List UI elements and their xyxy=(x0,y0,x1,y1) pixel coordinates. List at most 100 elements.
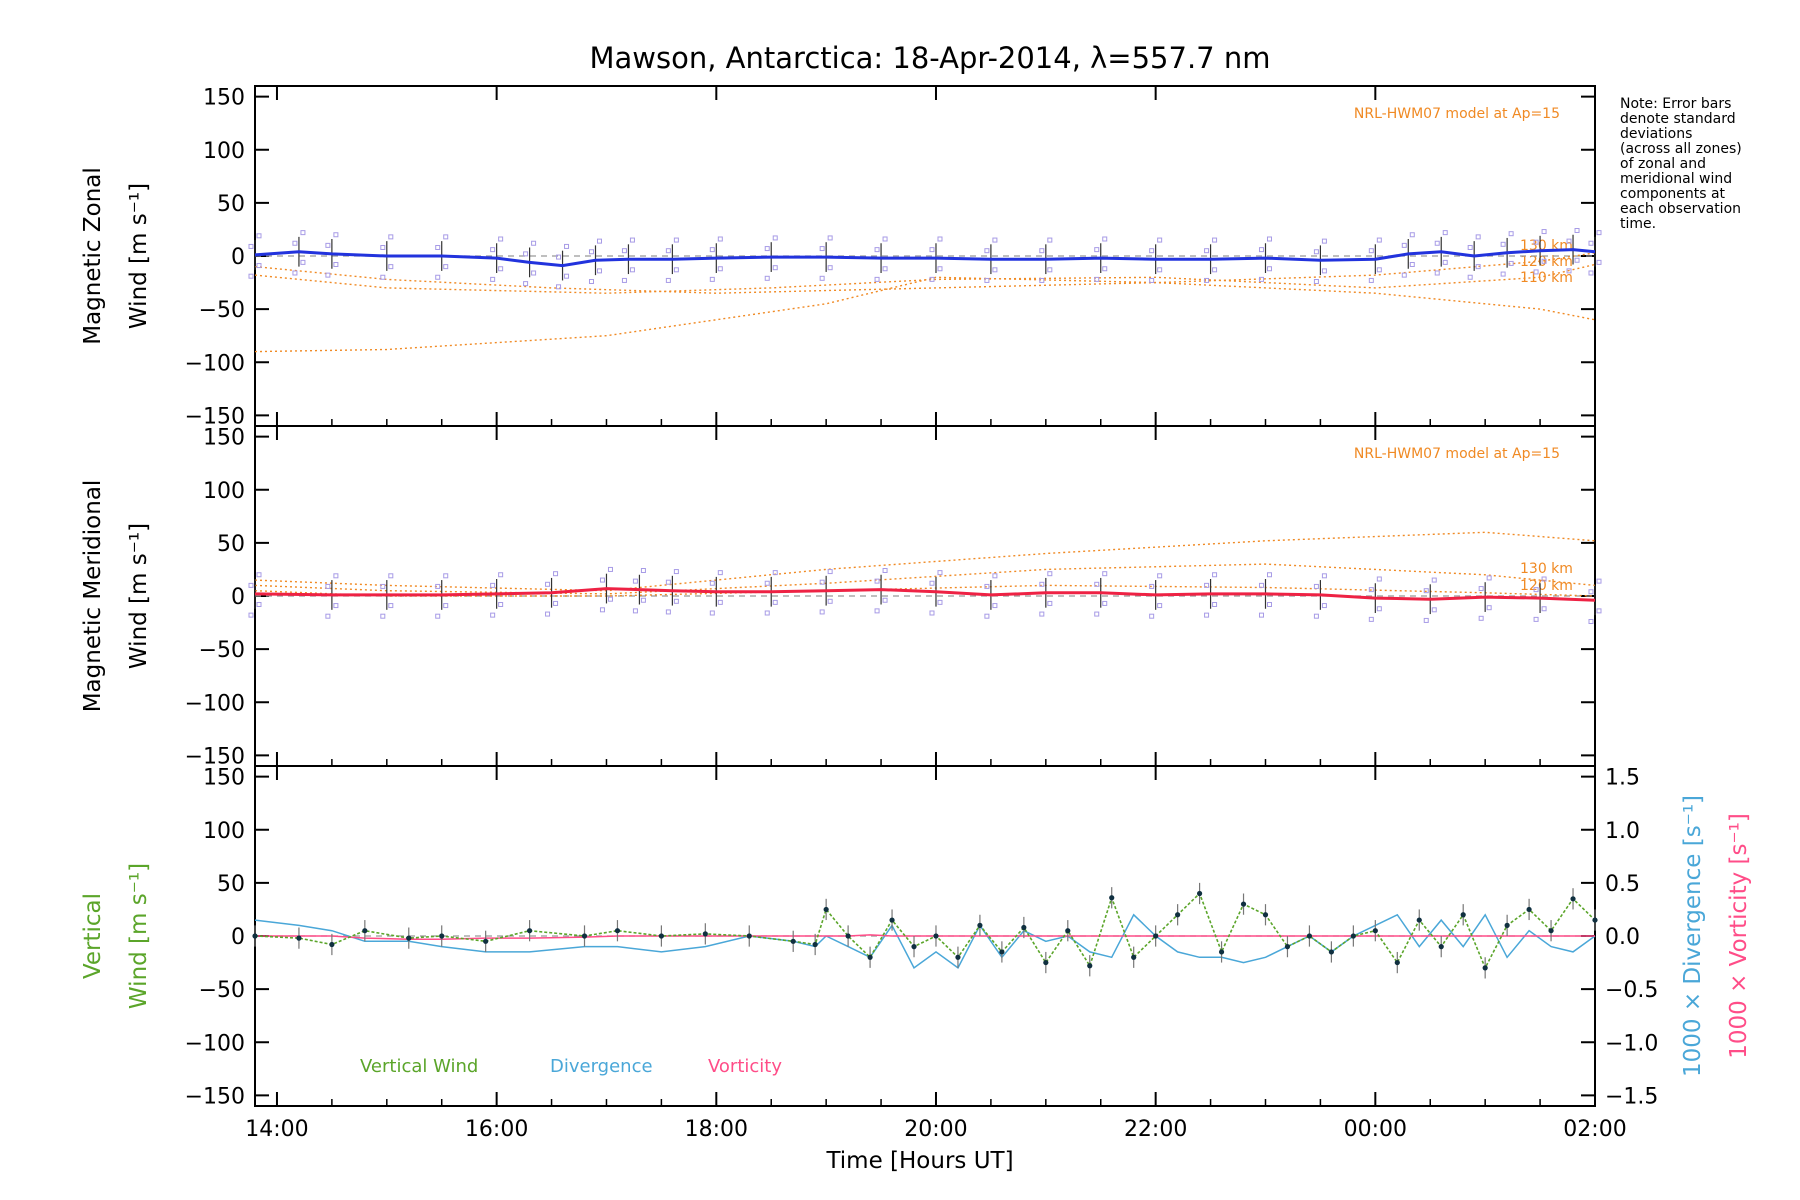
y-tick-label-2-6: −150 xyxy=(185,1084,245,1109)
zone-point-0-25-2 xyxy=(1434,240,1440,246)
vertical-wind-point-28 xyxy=(1109,895,1115,901)
zonal-model-label: NRL-HWM07 model at Ap=15 xyxy=(1354,106,1560,122)
model-curve-0-2 xyxy=(254,276,1596,353)
zone-point-1-17-2 xyxy=(1149,583,1155,589)
zone-point-0-29-1 xyxy=(1574,257,1580,263)
zone-point-1-4-2 xyxy=(490,582,496,588)
zone-point-0-8-0 xyxy=(588,279,594,284)
zone-point-1-23-3 xyxy=(1486,575,1492,581)
zone-point-0-0-2 xyxy=(248,243,254,249)
zone-point-0-30-2 xyxy=(1588,240,1594,246)
right-tick-label-4: −0.5 xyxy=(1605,978,1658,1003)
zone-point-1-21-0 xyxy=(1368,616,1374,622)
vertical-wind-point-6 xyxy=(483,938,489,944)
zone-point-0-11-2 xyxy=(709,247,715,253)
vertical-wind-point-16 xyxy=(845,933,851,939)
vertical-wind-point-25 xyxy=(1043,959,1049,966)
zone-point-0-21-1 xyxy=(1266,266,1272,272)
wind-line-1 xyxy=(254,587,1596,602)
vertical-wind-point-14 xyxy=(812,941,818,948)
zonal-ylabel-line1: Magnetic Zonal xyxy=(80,167,106,345)
zone-point-1-14-3 xyxy=(992,573,998,579)
zone-point-0-23-2 xyxy=(1368,248,1374,254)
vertical-ylabel-line1: Vertical xyxy=(80,893,106,979)
zone-point-0-15-0 xyxy=(929,276,935,282)
zone-point-1-8-2 xyxy=(665,579,671,585)
zone-point-0-2-2 xyxy=(325,242,331,248)
zone-point-1-12-3 xyxy=(882,568,888,573)
zone-point-1-4-0 xyxy=(490,612,496,618)
zone-point-0-28-1 xyxy=(1541,258,1547,264)
vertical-wind-point-4 xyxy=(406,935,412,941)
zone-point-1-17-0 xyxy=(1149,613,1155,619)
y-tick-label-1-4: −50 xyxy=(199,638,245,663)
zone-point-0-26-3 xyxy=(1475,234,1481,240)
zone-point-1-4-3 xyxy=(498,572,504,578)
zone-point-1-13-3 xyxy=(937,570,943,576)
zone-point-0-29-3 xyxy=(1574,228,1580,233)
meridional-ylabel-line2: Wind [m s⁻¹] xyxy=(126,523,152,669)
zone-point-0-0-0 xyxy=(248,273,254,279)
zone-point-0-20-1 xyxy=(1212,267,1218,273)
zone-point-1-16-3 xyxy=(1102,571,1108,577)
y-tick-label-0-6: −150 xyxy=(185,404,245,429)
zone-point-1-25-3 xyxy=(1596,578,1602,584)
vertical-wind-line xyxy=(254,892,1596,970)
zone-point-1-3-1 xyxy=(443,603,449,609)
zone-point-0-9-2 xyxy=(621,248,627,254)
zone-point-0-30-3 xyxy=(1596,230,1602,236)
y-tick-label-1-0: 150 xyxy=(203,426,245,451)
zone-point-1-20-2 xyxy=(1313,583,1319,589)
zone-point-1-23-2 xyxy=(1478,586,1484,592)
zone-point-0-11-1 xyxy=(717,266,723,272)
model-curve-1-0 xyxy=(254,531,1596,592)
zone-point-0-18-3 xyxy=(1102,236,1108,242)
vertical-wind-point-48 xyxy=(1548,928,1554,934)
zone-point-1-10-1 xyxy=(772,599,778,605)
zone-point-0-7-0 xyxy=(556,284,562,290)
zone-point-1-7-3 xyxy=(640,568,646,573)
zone-point-0-16-1 xyxy=(992,267,998,273)
zone-point-0-1-1 xyxy=(300,259,306,265)
zone-point-0-9-3 xyxy=(629,237,635,243)
zone-point-0-14-1 xyxy=(882,266,888,272)
note-line-2: denote standard xyxy=(1620,111,1736,127)
zone-point-0-27-1 xyxy=(1508,260,1514,266)
zone-point-0-21-3 xyxy=(1266,236,1272,242)
zone-point-0-7-2 xyxy=(556,254,562,260)
zone-point-1-4-1 xyxy=(498,602,504,607)
zone-point-1-11-3 xyxy=(827,569,833,575)
zone-point-0-4-3 xyxy=(443,234,449,240)
zone-point-1-25-1 xyxy=(1596,608,1602,614)
zone-point-0-24-1 xyxy=(1409,262,1415,267)
note-line-3: deviations xyxy=(1620,126,1692,142)
zone-point-1-12-1 xyxy=(882,597,888,603)
vertical-wind-point-12 xyxy=(746,933,752,939)
zone-point-0-8-2 xyxy=(588,249,594,255)
note-line-5: of zonal and xyxy=(1620,156,1706,172)
zone-point-0-22-1 xyxy=(1321,268,1327,274)
zone-point-0-14-3 xyxy=(882,236,888,242)
zone-point-0-2-3 xyxy=(333,232,339,238)
vertical-wind-point-31 xyxy=(1175,912,1181,918)
x-tick-label-3: 20:00 xyxy=(904,1117,967,1142)
zonal-alt-label-110: 110 km xyxy=(1520,270,1573,286)
zone-point-0-17-3 xyxy=(1047,237,1053,243)
vertical-wind-point-45 xyxy=(1482,965,1488,971)
vertical-wind-point-22 xyxy=(977,922,983,928)
vertical-wind-point-47 xyxy=(1526,906,1532,913)
zone-point-1-1-1 xyxy=(333,603,339,609)
zone-point-0-8-3 xyxy=(596,238,602,244)
zone-point-1-9-2 xyxy=(709,580,715,586)
zone-point-0-26-2 xyxy=(1467,245,1473,250)
vertical-wind-point-27 xyxy=(1087,963,1093,969)
zone-point-1-11-2 xyxy=(819,579,825,585)
zone-point-0-23-1 xyxy=(1376,267,1382,273)
zone-point-0-0-3 xyxy=(256,233,262,239)
zone-point-0-17-0 xyxy=(1039,277,1045,283)
zone-point-1-14-2 xyxy=(984,583,990,589)
zone-point-1-18-1 xyxy=(1212,602,1218,607)
zone-point-0-6-3 xyxy=(531,240,537,246)
vertical-wind-point-44 xyxy=(1460,912,1466,918)
